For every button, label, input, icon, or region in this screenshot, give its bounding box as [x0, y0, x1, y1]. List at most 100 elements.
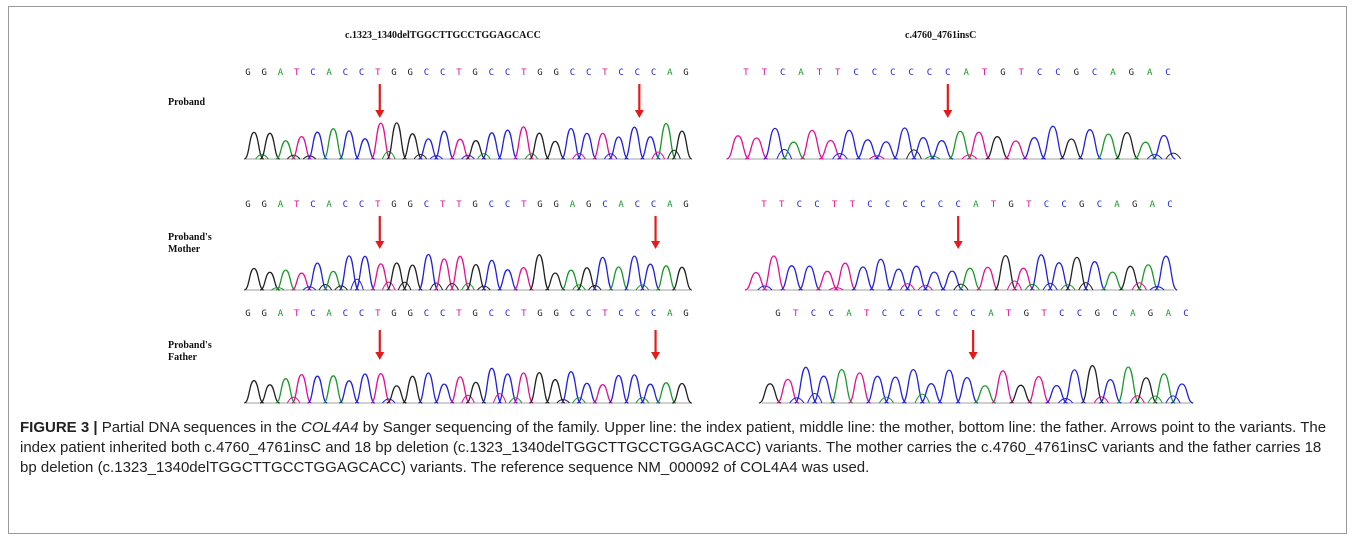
- left-seq-father-base: A: [278, 309, 284, 319]
- left-trace-mother-minor-peak: [445, 283, 459, 291]
- left-trace-father-peak: [592, 384, 613, 404]
- variant-label-insertion: c.4760_4761insC: [905, 30, 977, 41]
- right-seq-mother-base: A: [1114, 200, 1120, 210]
- right-trace-mother-peak: [1119, 265, 1142, 291]
- right-seq-mother-base: C: [920, 200, 925, 210]
- right-seq-mother-base: C: [867, 200, 872, 210]
- left-seq-proband-base: C: [489, 68, 494, 78]
- left-seq-mother-base: A: [278, 200, 284, 210]
- left-trace-proband-minor-peak: [286, 154, 301, 160]
- right-trace-father-peak: [883, 376, 907, 404]
- left-trace-proband-peak: [671, 130, 693, 160]
- left-seq-mother-base: C: [359, 200, 364, 210]
- left-seq-proband-base: C: [586, 68, 591, 78]
- left-seq-mother-base: G: [261, 200, 266, 210]
- left-trace-father-peak: [545, 379, 566, 404]
- right-trace-mother-minor-peak: [1042, 282, 1058, 291]
- left-trace-proband-minor-peak: [524, 153, 539, 160]
- right-trace-proband-peak: [818, 139, 843, 160]
- right-trace-mother-peak: [1083, 261, 1107, 291]
- right-trace-mother-peak: [1047, 262, 1071, 291]
- left-trace-mother-peak: [370, 263, 391, 291]
- left-trace-mother-peak: [545, 272, 566, 291]
- left-seq-father-base: C: [424, 309, 429, 319]
- left-trace-father-peak: [386, 385, 407, 404]
- right-trace-father-peak: [1116, 366, 1141, 404]
- left-seq-father-base: T: [602, 309, 608, 319]
- right-seq-proband-base: C: [890, 68, 895, 78]
- left-seq-father-base: C: [310, 309, 315, 319]
- right-seq-proband-base: C: [780, 68, 785, 78]
- left-trace-father-peak: [671, 382, 693, 404]
- right-trace-father-minor-peak: [1093, 396, 1110, 404]
- left-seq-proband-base: T: [375, 68, 381, 78]
- left-trace-father-peak: [354, 373, 376, 404]
- right-trace-mother-peak: [1012, 267, 1035, 291]
- right-trace-proband-peak: [911, 137, 935, 160]
- right-trace-proband-minor-peak: [906, 149, 922, 160]
- right-trace-proband-peak: [930, 140, 954, 160]
- right-seq-proband-base: G: [1074, 68, 1079, 78]
- right-trace-mother-peak: [958, 267, 982, 291]
- right-trace-father-peak: [1045, 384, 1068, 404]
- right-trace-mother-peak: [976, 266, 1000, 291]
- left-trace-proband-minor-peak: [667, 149, 681, 160]
- right-trace-proband-peak: [781, 141, 806, 160]
- left-trace-proband-minor-peak: [302, 155, 317, 160]
- left-trace-father-peak: [560, 371, 582, 404]
- left-seq-proband-base: G: [407, 68, 412, 78]
- right-seq-proband-base: C: [908, 68, 913, 78]
- left-seq-proband-base: C: [618, 68, 623, 78]
- right-trace-mother-peak: [905, 265, 928, 291]
- left-seq-father-base: G: [537, 309, 542, 319]
- right-seq-father-base: T: [864, 309, 870, 319]
- right-trace-father-minor-peak: [789, 397, 805, 404]
- right-seq-mother-base: C: [885, 200, 890, 210]
- right-seq-proband-base: A: [1110, 68, 1116, 78]
- left-trace-father-peak: [291, 373, 312, 404]
- right-seq-father-base: C: [811, 309, 816, 319]
- left-seq-father-base: T: [294, 309, 300, 319]
- right-seq-father-base: C: [917, 309, 922, 319]
- right-trace-proband-peak: [763, 127, 787, 160]
- right-trace-proband-peak: [1022, 137, 1047, 160]
- right-trace-mother-peak: [869, 258, 893, 291]
- left-trace-proband-peak: [291, 135, 312, 160]
- variant-arrow-head: [943, 110, 953, 118]
- left-seq-father-base: G: [391, 309, 396, 319]
- left-trace-proband-minor-peak: [572, 152, 586, 160]
- left-trace-proband-peak: [386, 122, 408, 160]
- left-trace-mother-peak: [259, 271, 280, 291]
- left-seq-proband-base: A: [326, 68, 332, 78]
- right-trace-father-peak: [1080, 365, 1105, 404]
- left-seq-proband-base: C: [310, 68, 315, 78]
- right-seq-father-base: A: [988, 309, 994, 319]
- right-trace-father-peak: [866, 375, 889, 404]
- left-trace-father-peak: [323, 375, 344, 404]
- left-seq-mother-base: T: [375, 200, 381, 210]
- left-trace-mother-peak: [243, 267, 265, 291]
- right-seq-proband-base: A: [798, 68, 804, 78]
- left-trace-proband-peak: [513, 126, 534, 160]
- right-seq-proband-base: G: [1000, 68, 1005, 78]
- right-seq-mother-base: G: [1132, 200, 1137, 210]
- right-seq-father-base: C: [828, 309, 833, 319]
- left-seq-proband-base: C: [635, 68, 640, 78]
- left-trace-mother-peak: [481, 259, 502, 291]
- left-trace-mother-minor-peak: [572, 284, 586, 291]
- left-seq-mother-base: C: [310, 200, 315, 210]
- right-trace-proband-peak: [1096, 133, 1121, 160]
- left-trace-proband-peak: [307, 131, 328, 160]
- right-seq-father-base: T: [1041, 309, 1047, 319]
- right-trace-proband-peak: [985, 136, 1010, 160]
- left-seq-proband-base: T: [456, 68, 462, 78]
- right-seq-mother-base: G: [1079, 200, 1084, 210]
- left-trace-mother-minor-peak: [429, 282, 444, 291]
- left-seq-father-base: T: [456, 309, 462, 319]
- right-trace-father-peak: [1170, 383, 1194, 404]
- right-seq-proband-base: T: [835, 68, 841, 78]
- right-trace-proband-minor-peak: [1165, 152, 1182, 160]
- left-seq-mother-base: C: [489, 200, 494, 210]
- left-seq-mother-base: A: [667, 200, 673, 210]
